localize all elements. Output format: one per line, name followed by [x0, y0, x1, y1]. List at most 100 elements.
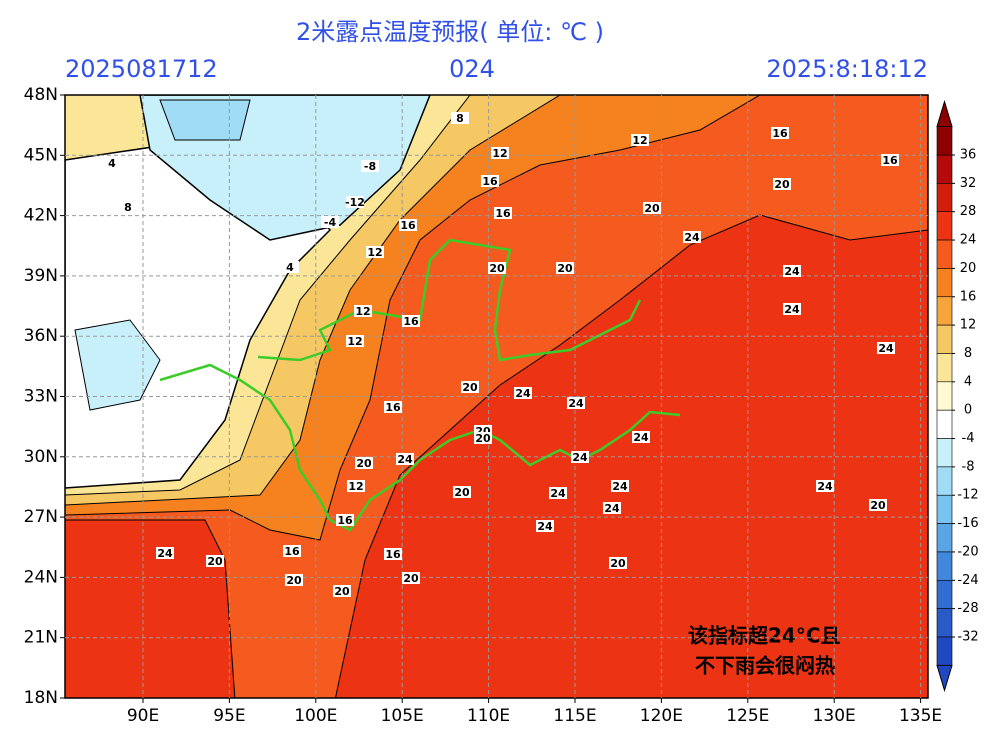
- lat-label: 27N: [24, 507, 58, 527]
- contour-label-bg: [632, 431, 650, 443]
- contour-label-bg: [283, 545, 301, 557]
- contour-label: 24: [632, 431, 650, 444]
- region-neg8: [159, 99, 251, 141]
- contour-label-bg: [536, 520, 554, 532]
- contour-label-text: 12: [492, 147, 507, 160]
- lat-label: 18N: [24, 688, 58, 708]
- contour-label-bg: [474, 432, 492, 444]
- contour-label: 20: [402, 572, 420, 585]
- colorbar-box: [936, 579, 953, 609]
- contour-label-bg: [355, 457, 373, 469]
- contour-label: 24: [683, 231, 701, 244]
- contour-label-bg: [631, 134, 649, 146]
- contour-label: 24: [816, 480, 834, 493]
- contour-label-text: -4: [324, 216, 337, 229]
- contour-label-text: 20: [207, 555, 223, 568]
- contour-label: 24: [514, 387, 532, 400]
- lon-label: 110E: [467, 706, 510, 726]
- contour-label: -4: [321, 216, 339, 229]
- contour-label-text: 16: [400, 219, 416, 232]
- lon-label: 100E: [294, 706, 337, 726]
- lat-label: 36N: [24, 326, 58, 346]
- contour-label-text: 16: [385, 401, 401, 414]
- contour-label: 12: [347, 480, 365, 493]
- contour-label-bg: [514, 387, 532, 399]
- colorbar-label: 32: [960, 176, 977, 191]
- contour-label-bg: [881, 154, 899, 166]
- contour-label-bg: [488, 262, 506, 274]
- colorbar-box: [936, 126, 953, 156]
- contour-label: 24: [783, 303, 801, 316]
- contour-label-text: 24: [568, 397, 584, 410]
- contour-label-bg: [567, 397, 585, 409]
- contour-label: 16: [771, 127, 789, 140]
- contour-label-text: 24: [612, 480, 628, 493]
- colorbar-box: [936, 494, 953, 524]
- contour-label-text: 16: [284, 545, 300, 558]
- contour-label-bg: [609, 557, 627, 569]
- colorbar-box: [936, 381, 953, 411]
- contour-label-text: -12: [345, 196, 365, 209]
- contour-label-text: 24: [684, 231, 700, 244]
- contour-label: 20: [206, 555, 224, 568]
- contour-label-bg: [354, 305, 372, 317]
- contour-label: 16: [384, 401, 402, 414]
- contour-label: 24: [571, 451, 589, 464]
- lead-time: 024: [449, 55, 495, 83]
- contour-label-bg: [396, 453, 414, 465]
- colorbar-box: [936, 608, 953, 638]
- contour-label: 24: [611, 480, 629, 493]
- colorbar-label: -28: [957, 601, 978, 616]
- contour-label-bg: [877, 342, 895, 354]
- contour-label-text: 16: [337, 514, 353, 527]
- contour-label: 24: [603, 502, 621, 515]
- contour-label: 20: [488, 262, 506, 275]
- colorbar-box: [936, 466, 953, 496]
- contour-label-bg: [399, 219, 417, 231]
- contour-label-text: -8: [364, 160, 376, 173]
- contour-label: 8: [119, 201, 137, 214]
- contour-label: 16: [881, 154, 899, 167]
- lat-label: 42N: [24, 206, 58, 226]
- contour-label-text: 12: [367, 246, 382, 259]
- lon-label: 90E: [127, 706, 159, 726]
- contour-label-text: 24: [397, 453, 413, 466]
- lat-label: 39N: [24, 266, 58, 286]
- contour-label-text: 16: [495, 207, 511, 220]
- contour-label-text: 4: [286, 261, 294, 274]
- contour-label-text: 20: [356, 457, 372, 470]
- annotation-line: 不下雨会很闷热: [695, 654, 835, 678]
- contour-label-bg: [402, 572, 420, 584]
- colorbar-label: 36: [960, 148, 977, 163]
- contour-label-text: 16: [482, 175, 498, 188]
- contour-label: 24: [877, 342, 895, 355]
- contour-label: 24: [549, 487, 567, 500]
- contour-label-bg: [346, 335, 364, 347]
- contour-label-text: 16: [772, 127, 788, 140]
- contour-label-text: 24: [604, 502, 620, 515]
- contour-label-bg: [347, 480, 365, 492]
- contour-label-bg: [333, 585, 351, 597]
- valid-time: 2025:8:18:12: [766, 55, 928, 83]
- map-area: [65, 95, 928, 698]
- contour-label-bg: [816, 480, 834, 492]
- contour-label: 20: [461, 381, 479, 394]
- title: 2米露点温度预报( 单位: ℃ ): [296, 18, 604, 46]
- contour-label-text: 20: [489, 262, 505, 275]
- lat-label: 45N: [24, 145, 58, 165]
- colorbar-label: -4: [962, 431, 975, 446]
- colorbar-box: [936, 324, 953, 354]
- contour-label-bg: [281, 261, 299, 273]
- contour-label-bg: [402, 315, 420, 327]
- contour-label-text: 20: [475, 432, 491, 445]
- colorbar-label: -24: [957, 573, 978, 588]
- contour-label: 12: [346, 335, 364, 348]
- colorbar-label: 20: [960, 261, 977, 276]
- colorbar-box: [936, 239, 953, 269]
- contour-label: 24: [783, 265, 801, 278]
- contour-label-bg: [119, 201, 137, 213]
- contour-label: 16: [399, 219, 417, 232]
- contour-label-text: 20: [644, 202, 660, 215]
- contour-label-bg: [603, 502, 621, 514]
